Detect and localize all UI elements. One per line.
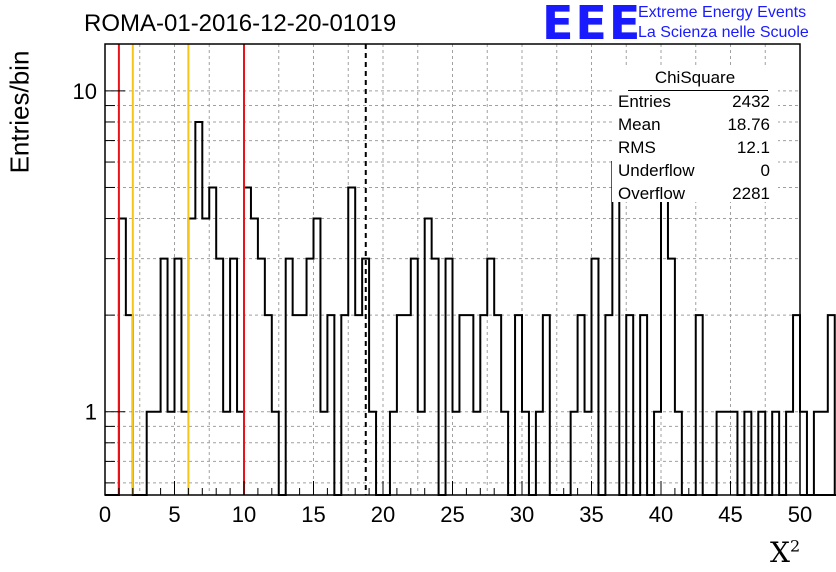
- histogram-bin: [258, 259, 265, 495]
- histogram-bin: [640, 315, 647, 495]
- histogram-bin: [515, 315, 522, 495]
- stats-row-overflow: Overflow 2281: [618, 184, 770, 206]
- y-tick-label: 1: [85, 400, 97, 425]
- chart-title: ROMA-01-2016-12-20-01019: [84, 10, 397, 37]
- x-tick-label: 10: [232, 502, 256, 527]
- histogram-bin: [119, 219, 126, 495]
- stats-title: ChiSquare: [654, 68, 736, 87]
- histogram-bin: [592, 259, 599, 495]
- stats-value: 18.76: [727, 115, 770, 134]
- histogram-bin: [821, 412, 828, 495]
- x-axis-label-sup: 2: [789, 536, 801, 556]
- histogram-bin: [696, 315, 703, 495]
- stats-key: Entries: [618, 92, 671, 111]
- histogram-bin: [161, 259, 168, 495]
- x-tick-label: 30: [510, 502, 534, 527]
- histogram-bin: [251, 219, 258, 495]
- stats-key: Overflow: [618, 184, 686, 203]
- histogram-bin: [605, 315, 612, 495]
- histogram-bin: [494, 315, 501, 495]
- x-tick-label: 35: [579, 502, 603, 527]
- histogram-bin: [244, 187, 251, 495]
- histogram-bin: [314, 219, 321, 495]
- stats-value: 12.1: [736, 138, 770, 157]
- histogram-bin: [355, 315, 362, 495]
- histogram-bin: [230, 259, 237, 495]
- histogram-bin: [480, 315, 487, 495]
- stats-value: 0: [760, 161, 770, 180]
- histogram-bin: [814, 412, 821, 495]
- histogram-bin: [300, 315, 307, 495]
- y-axis-label: Entries/bin: [4, 50, 35, 174]
- stats-key: Mean: [618, 115, 661, 134]
- x-tick-label: 20: [371, 502, 395, 527]
- histogram-bin: [432, 259, 439, 495]
- logo-subtitle-2: La Scienza nelle Scuole: [638, 24, 809, 41]
- histogram-bin: [348, 187, 355, 495]
- histogram-bin: [341, 315, 348, 495]
- x-tick-label: 45: [718, 502, 742, 527]
- histogram-bin: [661, 187, 668, 495]
- histogram-bin: [397, 315, 404, 495]
- x-tick-label: 5: [168, 502, 180, 527]
- stats-row-entries: Entries 2432: [618, 92, 770, 114]
- histogram-bin: [293, 315, 300, 495]
- histogram-bin: [668, 259, 675, 495]
- histogram-bin: [612, 162, 619, 495]
- histogram-bin: [202, 219, 209, 495]
- histogram-bin: [543, 315, 550, 495]
- stats-key: Underflow: [618, 161, 695, 180]
- x-tick-label: 50: [788, 502, 812, 527]
- histogram-bin: [265, 315, 272, 495]
- histogram-bin: [800, 412, 807, 495]
- histogram-bin: [793, 315, 800, 495]
- stats-divider: [628, 90, 768, 91]
- stats-value: 2432: [732, 92, 770, 111]
- histogram-bin: [411, 259, 418, 495]
- histogram-bin: [175, 259, 182, 495]
- histogram-bin: [404, 315, 411, 495]
- histogram-bin: [626, 315, 633, 495]
- histogram-bin: [459, 315, 466, 495]
- x-tick-label: 15: [301, 502, 325, 527]
- histogram-bin: [286, 259, 293, 495]
- histogram-bin: [828, 315, 835, 495]
- histogram-bin: [425, 219, 432, 495]
- histogram-bin: [446, 259, 453, 495]
- histogram-bin: [466, 315, 473, 495]
- logo-subtitle-1: Extreme Energy Events: [638, 4, 807, 21]
- x-tick-label: 25: [440, 502, 464, 527]
- stats-row-mean: Mean 18.76: [618, 115, 770, 137]
- x-tick-label: 0: [99, 502, 111, 527]
- histogram-bin: [307, 259, 314, 495]
- x-axis-label: X2: [770, 536, 800, 569]
- stats-row-underflow: Underflow 0: [618, 161, 770, 183]
- histogram-bin: [487, 259, 494, 495]
- eee-logo: EEE: [542, 0, 643, 50]
- histogram-bin: [126, 315, 133, 495]
- histogram-bin: [578, 315, 585, 495]
- x-axis-label-base: X: [770, 536, 790, 569]
- stats-value: 2281: [732, 184, 770, 203]
- histogram-bin: [188, 219, 195, 495]
- stats-row-rms: RMS 12.1: [618, 138, 770, 160]
- stats-box: ChiSquare Entries 2432 Mean 18.76 RMS 12.1 …: [612, 66, 778, 203]
- y-tick-label: 10: [73, 79, 97, 104]
- histogram-bin: [327, 315, 334, 495]
- histogram-bin: [216, 259, 223, 495]
- histogram-bin: [195, 122, 202, 495]
- stats-key: RMS: [618, 138, 656, 157]
- histogram-bin: [209, 187, 216, 495]
- x-tick-label: 40: [649, 502, 673, 527]
